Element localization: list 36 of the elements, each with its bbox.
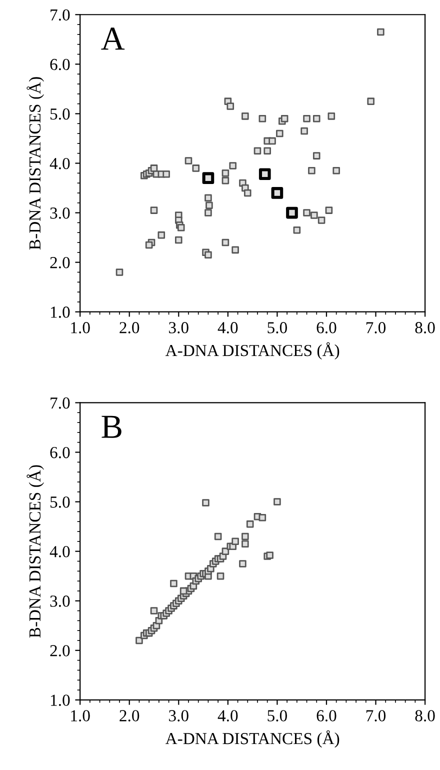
x-axis-title: A-DNA DISTANCES (Å) <box>165 342 340 360</box>
x-tick-label: 4.0 <box>218 710 238 722</box>
x-tick-label: 3.0 <box>169 710 188 722</box>
y-tick-label: 7.0 <box>50 9 70 21</box>
x-tick-label: 1.0 <box>71 710 90 722</box>
y-axis-title: B-DNA DISTANCES (Å) <box>26 77 44 250</box>
x-tick-label: 5.0 <box>268 322 287 334</box>
x-tick-label: 7.0 <box>366 710 386 722</box>
y-tick-label: 5.0 <box>50 108 70 120</box>
y-axis-title: B-DNA DISTANCES (Å) <box>26 465 44 638</box>
y-tick-label: 6.0 <box>50 58 70 70</box>
y-tick-label: 3.0 <box>50 207 70 219</box>
x-tick-label: 5.0 <box>268 710 287 722</box>
y-tick-label: 1.0 <box>50 694 70 706</box>
x-tick-label: 7.0 <box>366 322 386 334</box>
y-tick-label: 2.0 <box>50 645 70 656</box>
x-tick-label: 8.0 <box>415 710 435 722</box>
x-tick-label: 1.0 <box>71 322 90 334</box>
x-tick-label: 3.0 <box>169 322 188 334</box>
y-tick-label: 5.0 <box>50 496 70 508</box>
x-tick-label: 4.0 <box>218 322 238 334</box>
x-tick-label: 2.0 <box>120 710 140 722</box>
x-tick-label: 2.0 <box>120 322 140 334</box>
x-axis-title: A-DNA DISTANCES (Å) <box>165 730 340 748</box>
y-tick-label: 1.0 <box>50 306 70 318</box>
y-tick-label: 6.0 <box>50 446 70 458</box>
x-tick-label: 8.0 <box>415 322 435 334</box>
x-tick-label: 6.0 <box>316 322 336 334</box>
chart-title: A <box>101 28 125 50</box>
y-tick-label: 3.0 <box>50 596 70 607</box>
y-tick-label: 7.0 <box>50 397 70 409</box>
x-tick-label: 6.0 <box>316 710 336 722</box>
y-tick-label: 4.0 <box>50 158 70 170</box>
chart-title: B <box>102 416 122 438</box>
y-tick-label: 4.0 <box>50 546 70 558</box>
y-tick-label: 2.0 <box>50 257 70 268</box>
